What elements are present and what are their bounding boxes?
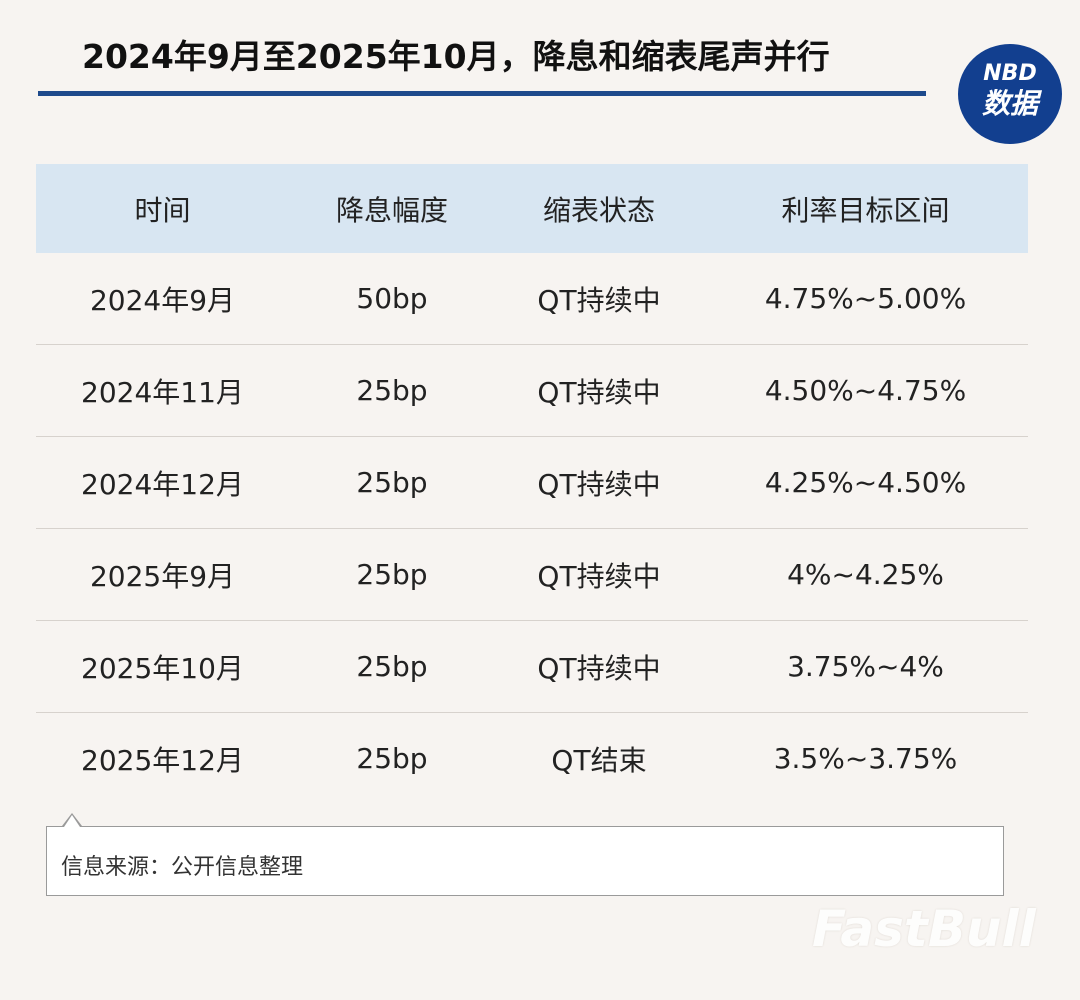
cell-time: 2025年9月 [36,528,289,621]
logo-bottom-text: 数据 [981,87,1038,120]
header-time: 时间 [36,164,289,253]
header-qt-status: 缩表状态 [495,164,703,253]
table-row: 2025年9月 25bp QT持续中 4%~4.25% [36,528,1028,621]
source-note-box: 信息来源：公开信息整理 [46,826,1004,896]
cell-cut-size: 25bp [289,436,495,529]
cell-time: 2025年10月 [36,620,289,713]
header-cut-size: 降息幅度 [289,164,495,253]
page-title: 2024年9月至2025年10月，降息和缩表尾声并行 [82,37,830,76]
cell-time: 2025年12月 [36,712,289,804]
header-rate-range: 利率目标区间 [703,164,1028,253]
table-row: 2024年12月 25bp QT持续中 4.25%~4.50% [36,436,1028,529]
cell-rate-range: 3.75%~4% [703,620,1028,713]
table-row: 2024年9月 50bp QT持续中 4.75%~5.00% [36,253,1028,345]
cell-cut-size: 25bp [289,528,495,621]
cell-qt-status: QT结束 [495,712,703,804]
source-callout-pointer-fill [64,815,80,827]
cell-cut-size: 50bp [356,282,428,315]
cell-cut-size: 25bp [289,712,495,804]
cell-rate-range: 4.25%~4.50% [703,436,1028,529]
nbd-logo: NBD 数据 [958,44,1062,144]
cell-qt-status: QT持续中 [495,436,703,529]
fastbull-watermark: FastBull [812,900,1036,958]
source-note: 信息来源：公开信息整理 [61,855,304,880]
cell-time: 2024年11月 [36,344,289,437]
cell-time: 2024年9月 [89,283,236,317]
rate-cut-table: 时间 降息幅度 缩表状态 利率目标区间 2024年9月 50bp QT持续中 4… [36,164,1028,804]
cell-qt-status: QT持续中 [495,344,703,437]
table-header-row: 时间 降息幅度 缩表状态 利率目标区间 [36,164,1028,253]
cell-cut-size: 25bp [289,344,495,437]
cell-rate-range: 4%~4.25% [703,528,1028,621]
cell-qt-status: QT持续中 [537,283,661,317]
cell-cut-size: 25bp [289,620,495,713]
table-row: 2024年11月 25bp QT持续中 4.50%~4.75% [36,344,1028,437]
table-row: 2025年12月 25bp QT结束 3.5%~3.75% [36,712,1028,804]
logo-top-text: NBD [983,61,1037,86]
title-underline [38,91,926,96]
cell-time: 2024年12月 [36,436,289,529]
cell-qt-status: QT持续中 [495,620,703,713]
cell-qt-status: QT持续中 [495,528,703,621]
cell-rate-range: 4.50%~4.75% [703,344,1028,437]
table-row: 2025年10月 25bp QT持续中 3.75%~4% [36,620,1028,713]
cell-rate-range: 4.75%~5.00% [764,282,967,315]
cell-rate-range: 3.5%~3.75% [703,712,1028,804]
